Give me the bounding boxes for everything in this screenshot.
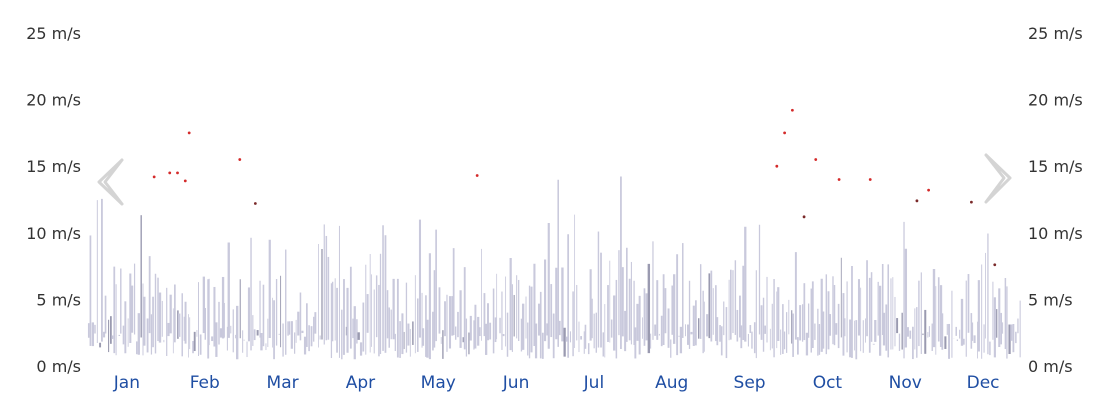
outlier-point bbox=[152, 175, 156, 179]
outlier-point bbox=[837, 178, 841, 181]
month-label: Dec bbox=[967, 373, 1000, 393]
y-tick-label-right: 25 m/s bbox=[1028, 24, 1083, 43]
month-label: Jul bbox=[583, 373, 605, 393]
outlier-point bbox=[915, 199, 919, 203]
y-axis-right-labels: 0 m/s 5 m/s 10 m/s 15 m/s 20 m/s 25 m/s bbox=[1028, 24, 1083, 376]
outlier-point bbox=[927, 188, 930, 192]
outlier-point bbox=[168, 171, 172, 175]
y-tick-label-left: 15 m/s bbox=[26, 157, 81, 176]
outlier-point bbox=[253, 202, 257, 205]
outlier-point bbox=[176, 171, 179, 175]
month-label: Aug bbox=[655, 373, 688, 393]
outlier-point bbox=[970, 200, 973, 204]
outlier-point bbox=[183, 179, 187, 183]
outlier-point bbox=[775, 164, 779, 168]
y-axis-left-labels: 0 m/s 5 m/s 10 m/s 15 m/s 20 m/s 25 m/s bbox=[26, 24, 81, 376]
next-arrow-hitbox[interactable] bbox=[978, 150, 1018, 212]
month-label: Mar bbox=[267, 373, 299, 393]
x-axis-month-labels: Jan Feb Mar Apr May Jun Jul Aug Sep Oct Nov Dec bbox=[113, 373, 1000, 393]
y-tick-label-right: 5 m/s bbox=[1028, 290, 1073, 309]
y-tick-label-right: 0 m/s bbox=[1028, 357, 1073, 376]
prev-arrow-button[interactable] bbox=[88, 150, 128, 212]
outlier-point bbox=[993, 263, 997, 267]
y-tick-label-left: 25 m/s bbox=[26, 24, 81, 43]
daily-range-bars bbox=[87, 176, 1021, 360]
outlier-points bbox=[152, 108, 997, 267]
month-label: Jun bbox=[502, 373, 530, 393]
y-tick-label-left: 0 m/s bbox=[36, 357, 81, 376]
outlier-point bbox=[238, 158, 242, 161]
month-label: Feb bbox=[190, 373, 220, 393]
month-label: Nov bbox=[889, 373, 922, 393]
outlier-point bbox=[475, 174, 479, 177]
chevron-right-icon[interactable] bbox=[984, 153, 1012, 204]
month-label: Oct bbox=[813, 373, 843, 393]
y-tick-label-right: 10 m/s bbox=[1028, 224, 1083, 243]
month-label: Jan bbox=[113, 373, 140, 393]
y-tick-label-right: 15 m/s bbox=[1028, 157, 1083, 176]
month-label: May bbox=[421, 373, 456, 393]
outlier-point bbox=[814, 158, 818, 161]
y-tick-label-left: 20 m/s bbox=[26, 91, 81, 110]
y-tick-label-right: 20 m/s bbox=[1028, 91, 1083, 110]
outlier-point bbox=[783, 131, 787, 135]
y-tick-label-left: 5 m/s bbox=[36, 290, 81, 309]
y-tick-label-left: 10 m/s bbox=[26, 224, 81, 243]
next-arrow-button[interactable] bbox=[978, 150, 1018, 212]
chevron-left-icon[interactable] bbox=[97, 158, 124, 206]
outlier-point bbox=[802, 215, 806, 219]
outlier-point bbox=[868, 178, 872, 181]
month-label: Apr bbox=[346, 373, 375, 393]
outlier-point bbox=[187, 131, 191, 135]
month-label: Sep bbox=[734, 373, 766, 393]
outlier-point bbox=[790, 108, 794, 112]
